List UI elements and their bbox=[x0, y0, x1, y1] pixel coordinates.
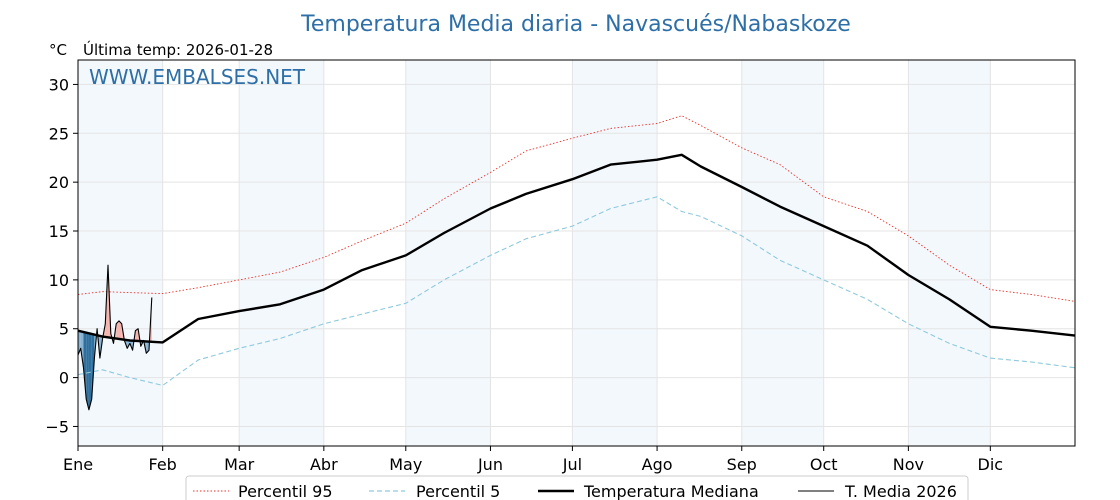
x-tick-label: Jun bbox=[477, 455, 503, 474]
watermark: WWW.EMBALSES.NET bbox=[89, 65, 306, 89]
x-tick-label: Sep bbox=[727, 455, 757, 474]
anomaly-fill bbox=[116, 320, 119, 339]
x-axis: Ene Feb Mar Abr May Jun Jul Ago Sep Oct Nov Dic bbox=[63, 446, 1003, 474]
month-band-mar bbox=[239, 60, 324, 446]
legend-label-p95: Percentil 95 bbox=[238, 482, 333, 500]
month-band-may bbox=[405, 60, 491, 446]
anomaly-fill bbox=[118, 320, 122, 340]
legend-label-p5: Percentil 5 bbox=[416, 482, 500, 500]
y-tick-label: 15 bbox=[49, 222, 69, 241]
y-tick-label: 25 bbox=[49, 124, 69, 143]
anomaly-fill bbox=[83, 331, 87, 400]
y-tick-label: 0 bbox=[59, 369, 69, 388]
anomaly-fill bbox=[88, 333, 92, 410]
x-tick-label: Nov bbox=[893, 455, 924, 474]
legend: Percentil 95 Percentil 5 Temperatura Med… bbox=[185, 475, 969, 500]
y-axis: −5 0 5 10 15 20 25 30 bbox=[45, 75, 78, 436]
series-line-p5 bbox=[77, 196, 1076, 386]
x-tick-label: Ago bbox=[642, 455, 673, 474]
legend-label-median: Temperatura Mediana bbox=[583, 482, 759, 500]
anomaly-fill bbox=[80, 331, 84, 368]
x-tick-label: Dic bbox=[978, 455, 1004, 474]
legend-box bbox=[185, 475, 969, 500]
x-tick-label: Abr bbox=[310, 455, 338, 474]
chart-title: Temperatura Media diaria - Navascués/Nab… bbox=[300, 12, 851, 37]
series-line-2026 bbox=[77, 264, 153, 411]
x-tick-label: Mar bbox=[224, 455, 255, 474]
y-tick-label: 10 bbox=[49, 271, 69, 290]
x-tick-label: Oct bbox=[810, 455, 838, 474]
anomaly-fill bbox=[86, 332, 89, 410]
last-temp-label: Última temp: 2026-01-28 bbox=[83, 40, 273, 59]
y-tick-label: 20 bbox=[49, 173, 69, 192]
series-lines bbox=[77, 115, 1076, 411]
anomaly-fill bbox=[135, 328, 139, 341]
month-band-jul bbox=[572, 60, 658, 446]
x-tick-label: May bbox=[389, 455, 422, 474]
x-tick-label: Ene bbox=[63, 455, 93, 474]
plot-frame bbox=[77, 59, 1076, 447]
month-band-sep bbox=[741, 60, 824, 446]
month-bands bbox=[78, 60, 991, 446]
y-tick-label: 30 bbox=[49, 75, 69, 94]
month-band-nov bbox=[908, 60, 991, 446]
series-line-median bbox=[77, 153, 1076, 344]
x-tick-label: Feb bbox=[149, 455, 177, 474]
y-tick-label: −5 bbox=[45, 417, 69, 436]
unit-label: °C bbox=[49, 41, 67, 59]
x-tick-label: Jul bbox=[562, 455, 582, 474]
y-tick-label: 5 bbox=[59, 320, 69, 339]
legend-label-2026: T. Media 2026 bbox=[844, 482, 957, 500]
